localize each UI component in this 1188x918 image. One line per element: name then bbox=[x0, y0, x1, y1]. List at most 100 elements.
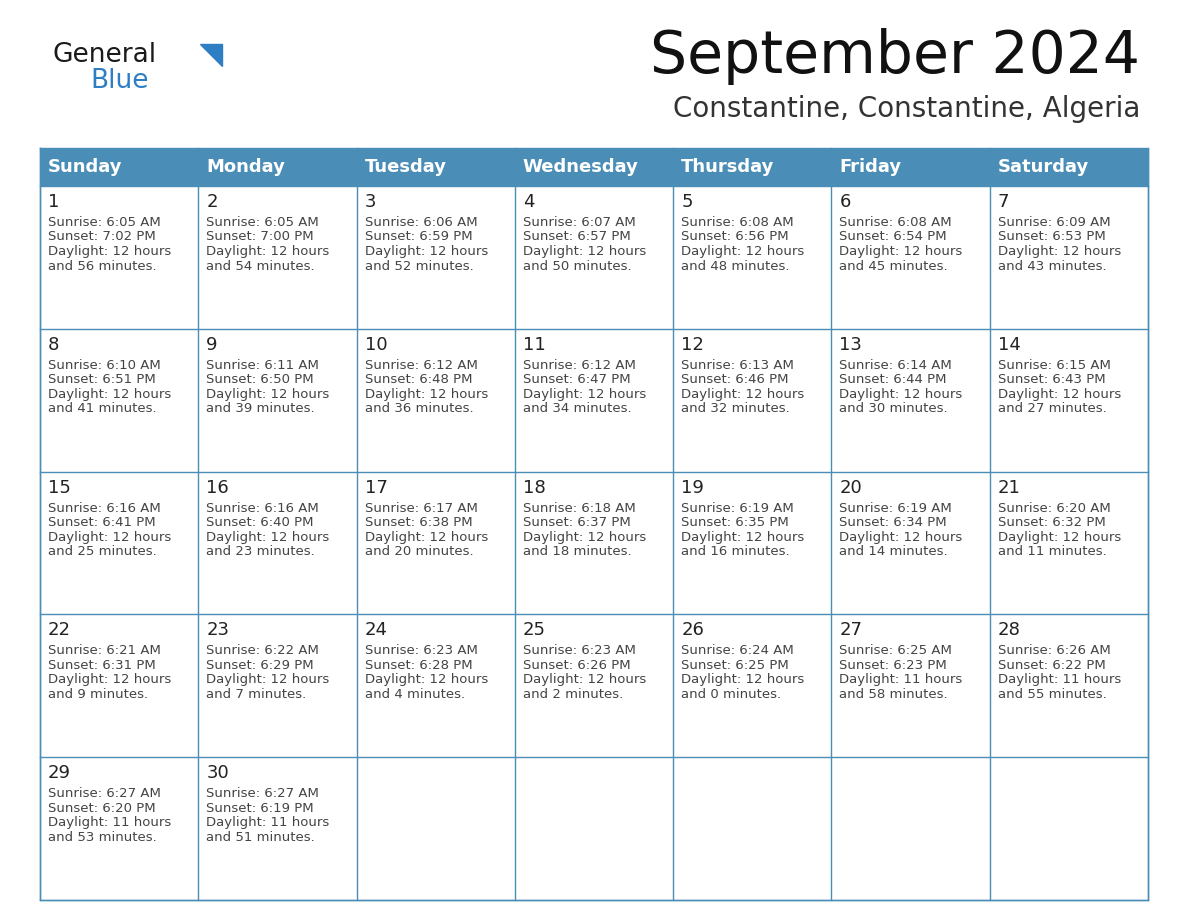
Text: Sunrise: 6:17 AM: Sunrise: 6:17 AM bbox=[365, 501, 478, 515]
Text: Daylight: 12 hours: Daylight: 12 hours bbox=[207, 674, 329, 687]
Text: 23: 23 bbox=[207, 621, 229, 640]
Text: 28: 28 bbox=[998, 621, 1020, 640]
Text: and 58 minutes.: and 58 minutes. bbox=[840, 688, 948, 701]
Text: and 36 minutes.: and 36 minutes. bbox=[365, 402, 473, 415]
Text: and 34 minutes.: and 34 minutes. bbox=[523, 402, 632, 415]
Text: Daylight: 12 hours: Daylight: 12 hours bbox=[998, 387, 1121, 401]
Bar bbox=[40, 472, 1148, 614]
Text: and 55 minutes.: and 55 minutes. bbox=[998, 688, 1106, 701]
Text: Saturday: Saturday bbox=[998, 158, 1089, 176]
Text: and 32 minutes.: and 32 minutes. bbox=[681, 402, 790, 415]
Text: 19: 19 bbox=[681, 478, 704, 497]
Text: and 54 minutes.: and 54 minutes. bbox=[207, 260, 315, 273]
Text: Daylight: 12 hours: Daylight: 12 hours bbox=[840, 387, 962, 401]
Text: 15: 15 bbox=[48, 478, 71, 497]
Text: 5: 5 bbox=[681, 193, 693, 211]
Bar bbox=[40, 186, 1148, 329]
Text: 9: 9 bbox=[207, 336, 217, 353]
Text: Sunrise: 6:12 AM: Sunrise: 6:12 AM bbox=[523, 359, 636, 372]
Text: Friday: Friday bbox=[840, 158, 902, 176]
Text: Daylight: 12 hours: Daylight: 12 hours bbox=[48, 245, 171, 258]
Text: and 30 minutes.: and 30 minutes. bbox=[840, 402, 948, 415]
Text: Daylight: 12 hours: Daylight: 12 hours bbox=[681, 387, 804, 401]
Text: Daylight: 12 hours: Daylight: 12 hours bbox=[998, 531, 1121, 543]
Text: Sunset: 6:37 PM: Sunset: 6:37 PM bbox=[523, 516, 631, 529]
Text: 4: 4 bbox=[523, 193, 535, 211]
Text: 26: 26 bbox=[681, 621, 704, 640]
Text: Sunrise: 6:19 AM: Sunrise: 6:19 AM bbox=[840, 501, 952, 515]
Text: and 41 minutes.: and 41 minutes. bbox=[48, 402, 157, 415]
Text: Daylight: 11 hours: Daylight: 11 hours bbox=[840, 674, 962, 687]
Text: Daylight: 12 hours: Daylight: 12 hours bbox=[523, 531, 646, 543]
Text: and 16 minutes.: and 16 minutes. bbox=[681, 545, 790, 558]
Text: and 45 minutes.: and 45 minutes. bbox=[840, 260, 948, 273]
Text: and 18 minutes.: and 18 minutes. bbox=[523, 545, 632, 558]
Text: Sunrise: 6:16 AM: Sunrise: 6:16 AM bbox=[48, 501, 160, 515]
Text: and 14 minutes.: and 14 minutes. bbox=[840, 545, 948, 558]
Text: Sunrise: 6:05 AM: Sunrise: 6:05 AM bbox=[48, 216, 160, 229]
Text: Sunset: 6:31 PM: Sunset: 6:31 PM bbox=[48, 659, 156, 672]
Text: Sunset: 6:57 PM: Sunset: 6:57 PM bbox=[523, 230, 631, 243]
Text: Sunrise: 6:24 AM: Sunrise: 6:24 AM bbox=[681, 644, 794, 657]
Text: Daylight: 12 hours: Daylight: 12 hours bbox=[365, 674, 488, 687]
Text: and 48 minutes.: and 48 minutes. bbox=[681, 260, 790, 273]
Text: Sunset: 6:44 PM: Sunset: 6:44 PM bbox=[840, 374, 947, 386]
Text: Sunrise: 6:27 AM: Sunrise: 6:27 AM bbox=[48, 788, 160, 800]
Text: Sunrise: 6:06 AM: Sunrise: 6:06 AM bbox=[365, 216, 478, 229]
Text: Sunrise: 6:25 AM: Sunrise: 6:25 AM bbox=[840, 644, 953, 657]
Text: and 43 minutes.: and 43 minutes. bbox=[998, 260, 1106, 273]
Text: Sunrise: 6:20 AM: Sunrise: 6:20 AM bbox=[998, 501, 1111, 515]
Text: Daylight: 12 hours: Daylight: 12 hours bbox=[207, 387, 329, 401]
Text: and 52 minutes.: and 52 minutes. bbox=[365, 260, 473, 273]
Text: Sunset: 6:38 PM: Sunset: 6:38 PM bbox=[365, 516, 472, 529]
Text: 20: 20 bbox=[840, 478, 862, 497]
Text: Sunrise: 6:11 AM: Sunrise: 6:11 AM bbox=[207, 359, 320, 372]
Text: Blue: Blue bbox=[90, 68, 148, 94]
Text: Sunrise: 6:08 AM: Sunrise: 6:08 AM bbox=[840, 216, 952, 229]
Text: 3: 3 bbox=[365, 193, 377, 211]
Text: Daylight: 12 hours: Daylight: 12 hours bbox=[523, 674, 646, 687]
Text: Constantine, Constantine, Algeria: Constantine, Constantine, Algeria bbox=[672, 95, 1140, 123]
Text: Sunrise: 6:07 AM: Sunrise: 6:07 AM bbox=[523, 216, 636, 229]
Text: Sunset: 6:56 PM: Sunset: 6:56 PM bbox=[681, 230, 789, 243]
Text: Sunset: 6:20 PM: Sunset: 6:20 PM bbox=[48, 801, 156, 814]
Text: Daylight: 11 hours: Daylight: 11 hours bbox=[207, 816, 329, 829]
Text: Sunrise: 6:10 AM: Sunrise: 6:10 AM bbox=[48, 359, 160, 372]
Text: Sunrise: 6:08 AM: Sunrise: 6:08 AM bbox=[681, 216, 794, 229]
Text: Tuesday: Tuesday bbox=[365, 158, 447, 176]
Text: Sunrise: 6:19 AM: Sunrise: 6:19 AM bbox=[681, 501, 794, 515]
Text: 10: 10 bbox=[365, 336, 387, 353]
Text: Daylight: 12 hours: Daylight: 12 hours bbox=[840, 531, 962, 543]
Bar bbox=[40, 757, 1148, 900]
Text: and 51 minutes.: and 51 minutes. bbox=[207, 831, 315, 844]
Text: Daylight: 12 hours: Daylight: 12 hours bbox=[523, 387, 646, 401]
Text: 13: 13 bbox=[840, 336, 862, 353]
Text: 24: 24 bbox=[365, 621, 387, 640]
Text: Daylight: 12 hours: Daylight: 12 hours bbox=[365, 245, 488, 258]
Text: Sunset: 6:53 PM: Sunset: 6:53 PM bbox=[998, 230, 1106, 243]
Text: Sunset: 6:19 PM: Sunset: 6:19 PM bbox=[207, 801, 314, 814]
Text: Sunrise: 6:16 AM: Sunrise: 6:16 AM bbox=[207, 501, 320, 515]
Text: Sunset: 6:47 PM: Sunset: 6:47 PM bbox=[523, 374, 631, 386]
Text: and 56 minutes.: and 56 minutes. bbox=[48, 260, 157, 273]
Text: and 39 minutes.: and 39 minutes. bbox=[207, 402, 315, 415]
Text: Sunrise: 6:15 AM: Sunrise: 6:15 AM bbox=[998, 359, 1111, 372]
Text: General: General bbox=[52, 42, 156, 68]
Text: 17: 17 bbox=[365, 478, 387, 497]
Text: 30: 30 bbox=[207, 764, 229, 782]
Text: 14: 14 bbox=[998, 336, 1020, 353]
Text: Daylight: 12 hours: Daylight: 12 hours bbox=[48, 674, 171, 687]
Text: 8: 8 bbox=[48, 336, 59, 353]
Text: 29: 29 bbox=[48, 764, 71, 782]
Text: Sunrise: 6:21 AM: Sunrise: 6:21 AM bbox=[48, 644, 160, 657]
Text: Daylight: 12 hours: Daylight: 12 hours bbox=[207, 531, 329, 543]
Text: Sunrise: 6:18 AM: Sunrise: 6:18 AM bbox=[523, 501, 636, 515]
Text: 25: 25 bbox=[523, 621, 545, 640]
Bar bbox=[40, 148, 1148, 186]
Text: Sunset: 7:00 PM: Sunset: 7:00 PM bbox=[207, 230, 314, 243]
Text: Wednesday: Wednesday bbox=[523, 158, 639, 176]
Text: Daylight: 12 hours: Daylight: 12 hours bbox=[207, 245, 329, 258]
Text: Daylight: 12 hours: Daylight: 12 hours bbox=[681, 531, 804, 543]
Text: and 11 minutes.: and 11 minutes. bbox=[998, 545, 1106, 558]
Text: 11: 11 bbox=[523, 336, 545, 353]
